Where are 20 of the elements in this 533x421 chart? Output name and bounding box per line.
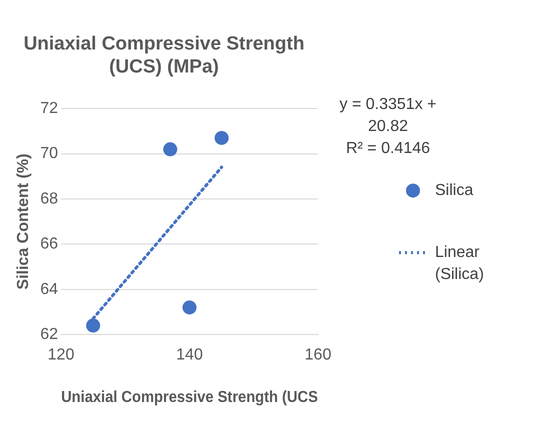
x-axis-title: Uniaxial Compressive Strength (UCS — [61, 388, 318, 406]
y-tick-label: 66 — [40, 236, 58, 253]
y-tick-label: 70 — [40, 145, 58, 162]
chart-title: Uniaxial Compressive Strength (UCS) (MPa) — [24, 34, 304, 78]
y-axis-title: Silica Content (%) — [15, 154, 32, 290]
x-tick-label: 120 — [48, 346, 74, 364]
text: R² = 0.4146 — [346, 140, 430, 158]
point — [214, 130, 229, 145]
x-tick-label: 160 — [304, 346, 332, 364]
point — [182, 300, 196, 314]
y-tick-label: 68 — [40, 190, 58, 208]
point — [86, 318, 100, 333]
text: y = 0.3351x + 20.82 — [340, 96, 436, 136]
legend-label: Silica — [435, 182, 474, 200]
y-tick-label: 64 — [40, 280, 58, 298]
legend-label: Linear (Silica) — [435, 244, 484, 284]
y-tick-label: 72 — [40, 100, 58, 118]
x-tick-label: 140 — [176, 346, 203, 364]
y-tick-label: 62 — [40, 326, 58, 344]
point — [163, 142, 178, 156]
